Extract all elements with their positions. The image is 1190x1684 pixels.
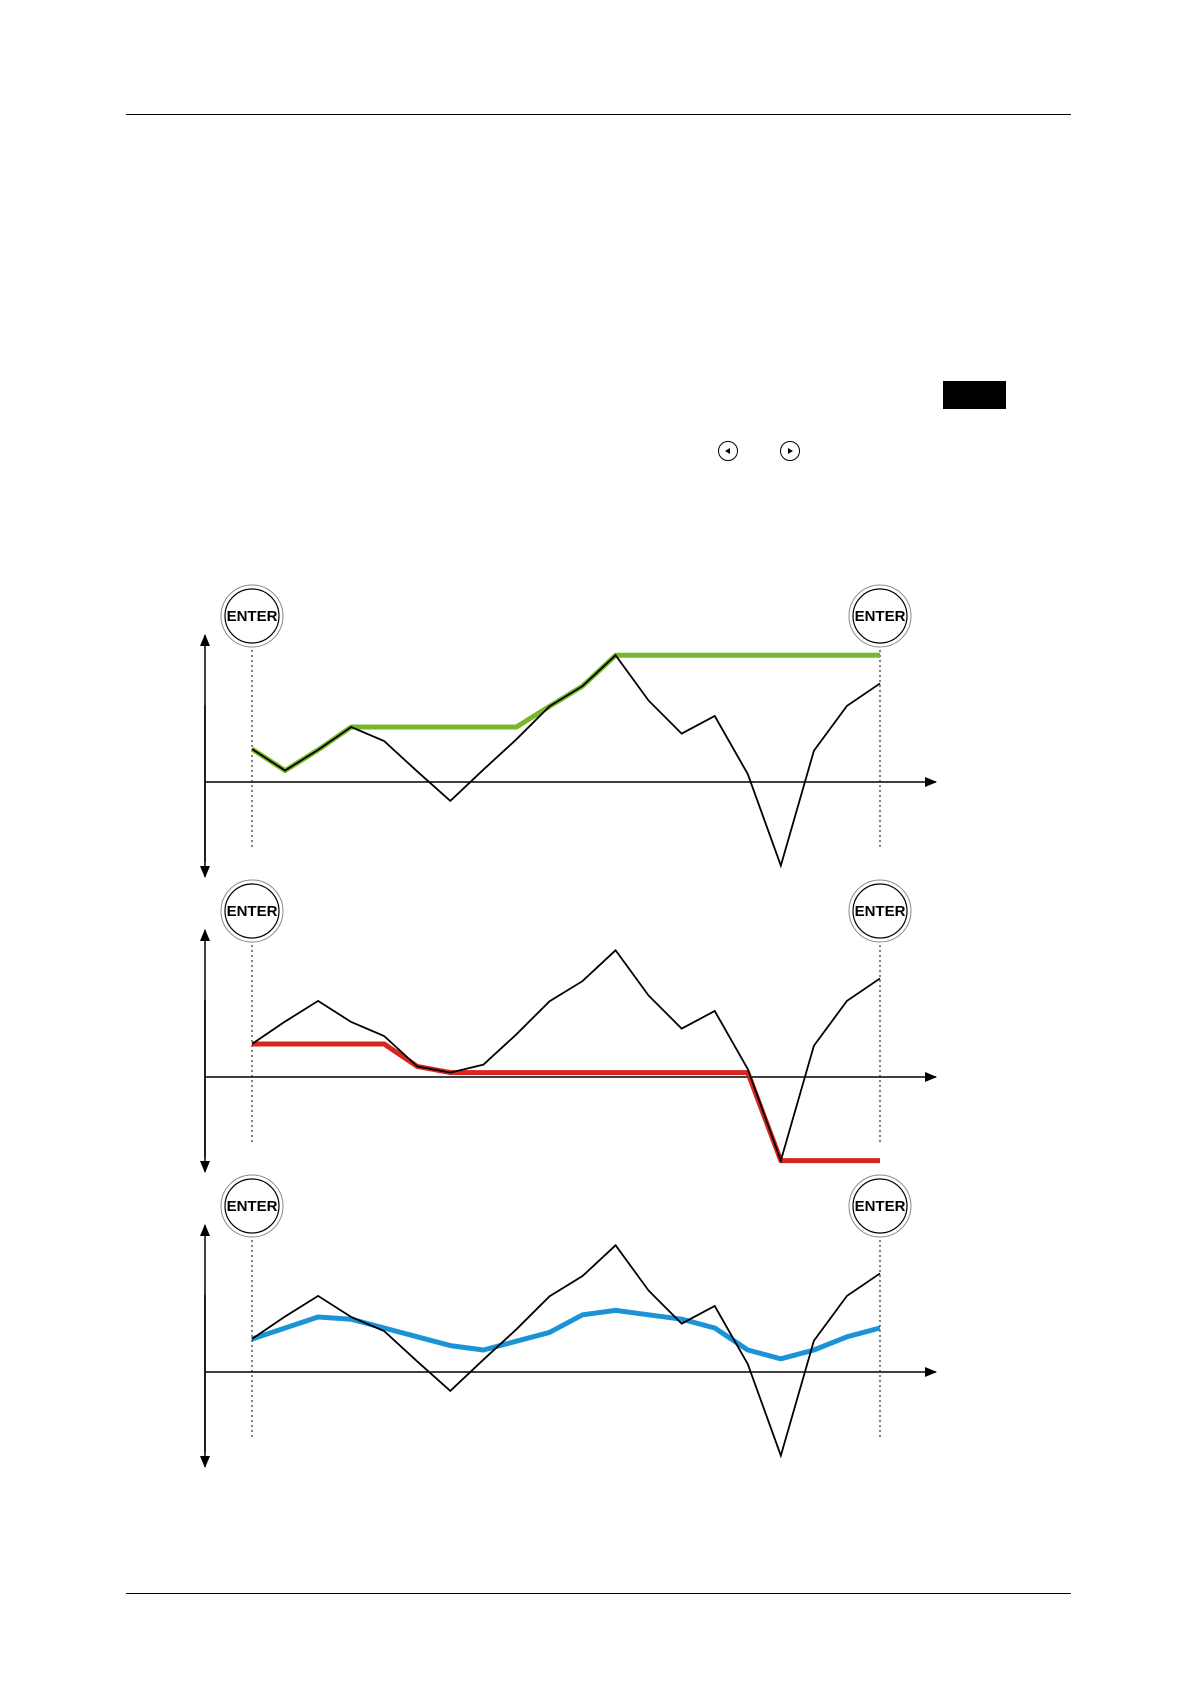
signal-line — [251, 1243, 881, 1459]
enter-button-icon[interactable]: ENTER — [220, 1174, 284, 1238]
enter-button-icon[interactable]: ENTER — [848, 1174, 912, 1238]
enter-button-label: ENTER — [227, 903, 278, 920]
enter-button-icon[interactable]: ENTER — [220, 879, 284, 943]
enter-button-label: ENTER — [855, 903, 906, 920]
peak-hold-line — [250, 652, 880, 774]
enter-button-icon[interactable]: ENTER — [220, 584, 284, 648]
signal-line — [251, 653, 881, 869]
enter-button-label: ENTER — [227, 608, 278, 625]
enter-button-inner-ring — [224, 588, 280, 644]
enter-button-inner-ring — [224, 883, 280, 939]
enter-button-inner-ring — [224, 1178, 280, 1234]
arrow-left-circle-icon[interactable] — [718, 441, 738, 461]
panel-valley-hold: ENTER ENTER — [200, 879, 937, 1173]
arrow-right-circle-icon[interactable] — [780, 441, 800, 461]
enter-button-icon[interactable]: ENTER — [848, 584, 912, 648]
signal-line — [251, 948, 881, 1164]
panel-peak-hold: ENTER ENTER — [200, 584, 937, 878]
enter-button-inner-ring — [852, 1178, 908, 1234]
average-line — [251, 1307, 881, 1362]
footer-rule — [126, 1593, 1071, 1594]
black-key-box — [943, 381, 1006, 409]
enter-button-icon[interactable]: ENTER — [848, 879, 912, 943]
enter-button-label: ENTER — [227, 1198, 278, 1215]
enter-button-inner-ring — [852, 883, 908, 939]
panel-average: ENTER ENTER — [200, 1174, 937, 1468]
enter-button-inner-ring — [852, 588, 908, 644]
header-rule — [126, 114, 1071, 115]
enter-button-label: ENTER — [855, 608, 906, 625]
enter-button-label: ENTER — [855, 1198, 906, 1215]
